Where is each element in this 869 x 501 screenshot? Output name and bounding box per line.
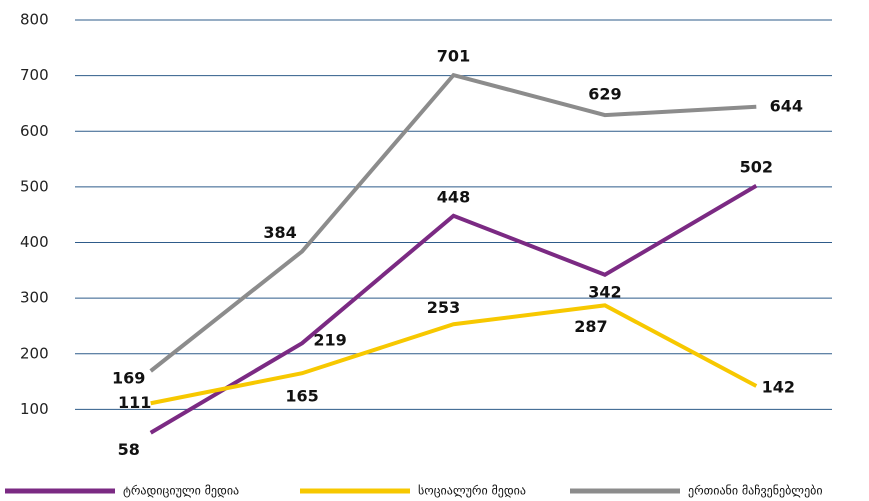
data-label: 253 bbox=[427, 298, 460, 317]
y-tick-label: 300 bbox=[20, 289, 49, 307]
series-line bbox=[149, 72, 757, 373]
data-label: 111 bbox=[118, 393, 151, 412]
data-label: 384 bbox=[263, 223, 296, 242]
y-tick-label: 100 bbox=[20, 400, 49, 418]
data-label: 165 bbox=[285, 387, 318, 406]
data-label: 502 bbox=[740, 157, 773, 176]
y-tick-label: 500 bbox=[20, 177, 49, 195]
y-tick-label: 400 bbox=[20, 233, 49, 251]
data-label: 58 bbox=[118, 440, 140, 459]
data-label: 342 bbox=[588, 282, 621, 301]
y-tick-label: 200 bbox=[20, 344, 49, 362]
data-label: 701 bbox=[437, 47, 470, 66]
y-tick-label: 700 bbox=[20, 66, 49, 84]
y-tick-label: 600 bbox=[20, 122, 49, 140]
legend-label: ერთიანი მაჩვენებლები bbox=[688, 484, 823, 498]
data-label: 644 bbox=[770, 96, 803, 115]
legend-label: ტრადიციული მედია bbox=[123, 484, 239, 498]
data-label: 219 bbox=[313, 331, 346, 350]
data-label: 142 bbox=[762, 378, 795, 397]
y-tick-label: 800 bbox=[20, 11, 49, 29]
data-label: 629 bbox=[588, 85, 621, 104]
data-label: 448 bbox=[437, 187, 470, 206]
data-label: 169 bbox=[112, 368, 145, 387]
series-line bbox=[149, 184, 758, 435]
data-label: 287 bbox=[574, 317, 607, 336]
legend-label: სოციალური მედია bbox=[418, 484, 526, 498]
series-line bbox=[150, 303, 758, 406]
